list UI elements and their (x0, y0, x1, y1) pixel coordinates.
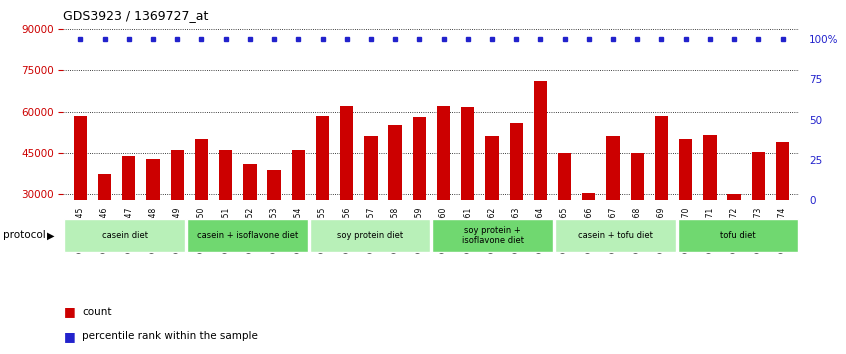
Bar (728, 194, 741, 278)
Bar (310, 219, 431, 252)
Bar (582, 193, 596, 278)
Text: soy protein +
isoflavone diet: soy protein + isoflavone diet (462, 226, 524, 245)
Bar (607, 136, 620, 278)
Bar (555, 219, 676, 252)
Bar (678, 219, 799, 252)
Bar (388, 125, 402, 278)
Text: protocol: protocol (3, 230, 46, 240)
Bar (703, 135, 717, 278)
Bar (187, 219, 308, 252)
Bar (751, 152, 765, 278)
Bar (461, 107, 475, 278)
Bar (64, 219, 185, 252)
Bar (486, 136, 498, 278)
Text: casein + tofu diet: casein + tofu diet (578, 231, 653, 240)
Text: ■: ■ (63, 305, 75, 318)
Bar (340, 106, 354, 278)
Bar (558, 153, 571, 278)
Text: casein + isoflavone diet: casein + isoflavone diet (197, 231, 298, 240)
Text: ■: ■ (63, 330, 75, 343)
Text: count: count (82, 307, 112, 316)
Bar (679, 139, 692, 278)
Bar (655, 116, 668, 278)
Text: ▶: ▶ (47, 230, 54, 240)
Bar (509, 122, 523, 278)
Bar (122, 156, 135, 278)
Bar (195, 139, 208, 278)
Text: tofu diet: tofu diet (720, 231, 756, 240)
Bar (243, 164, 256, 278)
Bar (171, 150, 184, 278)
Bar (432, 219, 553, 252)
Bar (146, 159, 160, 278)
Bar (292, 150, 305, 278)
Bar (74, 116, 87, 278)
Text: casein diet: casein diet (102, 231, 148, 240)
Bar (437, 106, 450, 278)
Bar (365, 136, 377, 278)
Bar (413, 117, 426, 278)
Text: GDS3923 / 1369727_at: GDS3923 / 1369727_at (63, 9, 209, 22)
Bar (534, 81, 547, 278)
Bar (219, 150, 233, 278)
Bar (776, 142, 789, 278)
Bar (316, 116, 329, 278)
Bar (267, 170, 281, 278)
Bar (630, 153, 644, 278)
Text: soy protein diet: soy protein diet (337, 231, 404, 240)
Bar (98, 174, 112, 278)
Text: percentile rank within the sample: percentile rank within the sample (82, 331, 258, 341)
